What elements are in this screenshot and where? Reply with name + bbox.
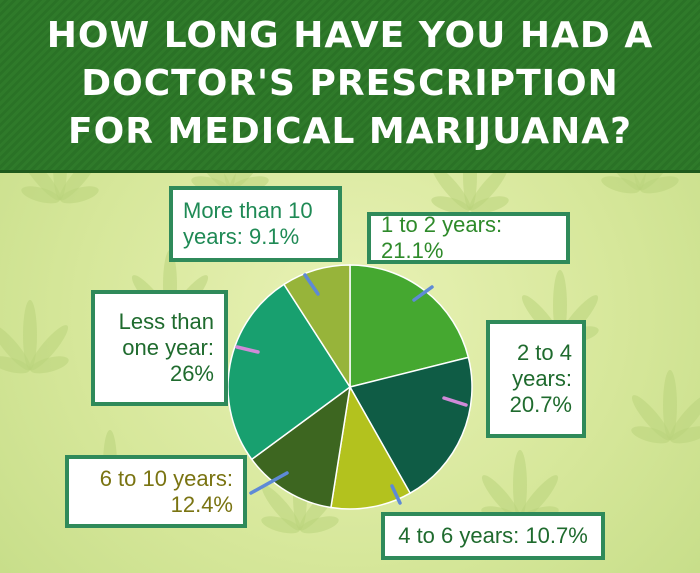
slice-label-line: years: [512,366,572,391]
title-line: DOCTOR'S PRESCRIPTION [81,63,619,104]
pie-slices [227,264,473,510]
slice-label-box: 4 to 6 years: 10.7% [381,512,605,560]
leader-line [442,396,468,407]
pie-slice [282,264,351,390]
pie-slice [348,356,473,495]
slice-label-line: 1 to 2 years: 21.1% [381,212,503,263]
title-band: HOW LONG HAVE YOU HAD A DOCTOR'S PRESCRI… [0,0,700,173]
slice-label-box: 1 to 2 years: 21.1% [367,212,570,264]
slice-label-line: years: 9.1% [183,224,300,249]
leaf-icon [21,170,99,204]
slice-label-text: 6 to 10 years: 12.4% [100,466,233,518]
slice-label-line: Less than [118,309,214,334]
pie-slice [330,384,412,510]
pie-slice [227,283,352,461]
leader-line [303,273,320,296]
slice-label-text: 4 to 6 years: 10.7% [398,523,588,549]
chart-title: HOW LONG HAVE YOU HAD A DOCTOR'S PRESCRI… [0,12,700,156]
leader-line [249,471,289,495]
leader-lines [235,273,468,505]
title-line: HOW LONG HAVE YOU HAD A [46,15,654,56]
leaf-icon [631,370,700,444]
slice-label-line: 6 to 10 years: [99,465,233,491]
slice-label-line: More than 10 [183,198,313,223]
slice-label-line: 26% [169,361,214,386]
slice-label-box: Less than one year: 26% [91,290,228,406]
leaf-icon [0,300,69,374]
leader-line [235,345,260,354]
slice-label-text: 2 to 4 years: 20.7% [510,340,572,418]
slice-label-text: More than 10 years: 9.1% [183,198,313,250]
slice-label-line: 2 to 4 [516,340,572,365]
leader-line [390,484,402,505]
slice-label-line: 12.4% [170,491,233,517]
leader-line [412,285,434,302]
leaf-icon [601,170,679,194]
slice-label-box: 2 to 4 years: 20.7% [486,320,586,438]
slice-label-box: 6 to 10 years: 12.4% [65,455,247,528]
leaf-icon [431,170,509,214]
slice-label-line: 20.7% [509,392,572,417]
title-line: FOR MEDICAL MARIJUANA? [68,111,632,152]
slice-label-text: Less than one year: 26% [119,309,214,387]
slice-label-line: 4 to 6 years: 10.7% [398,523,588,548]
slice-label-box: More than 10 years: 9.1% [169,186,342,262]
slice-label-text: 1 to 2 years: 21.1% [381,212,556,264]
slice-label-line: one year: [122,335,214,360]
